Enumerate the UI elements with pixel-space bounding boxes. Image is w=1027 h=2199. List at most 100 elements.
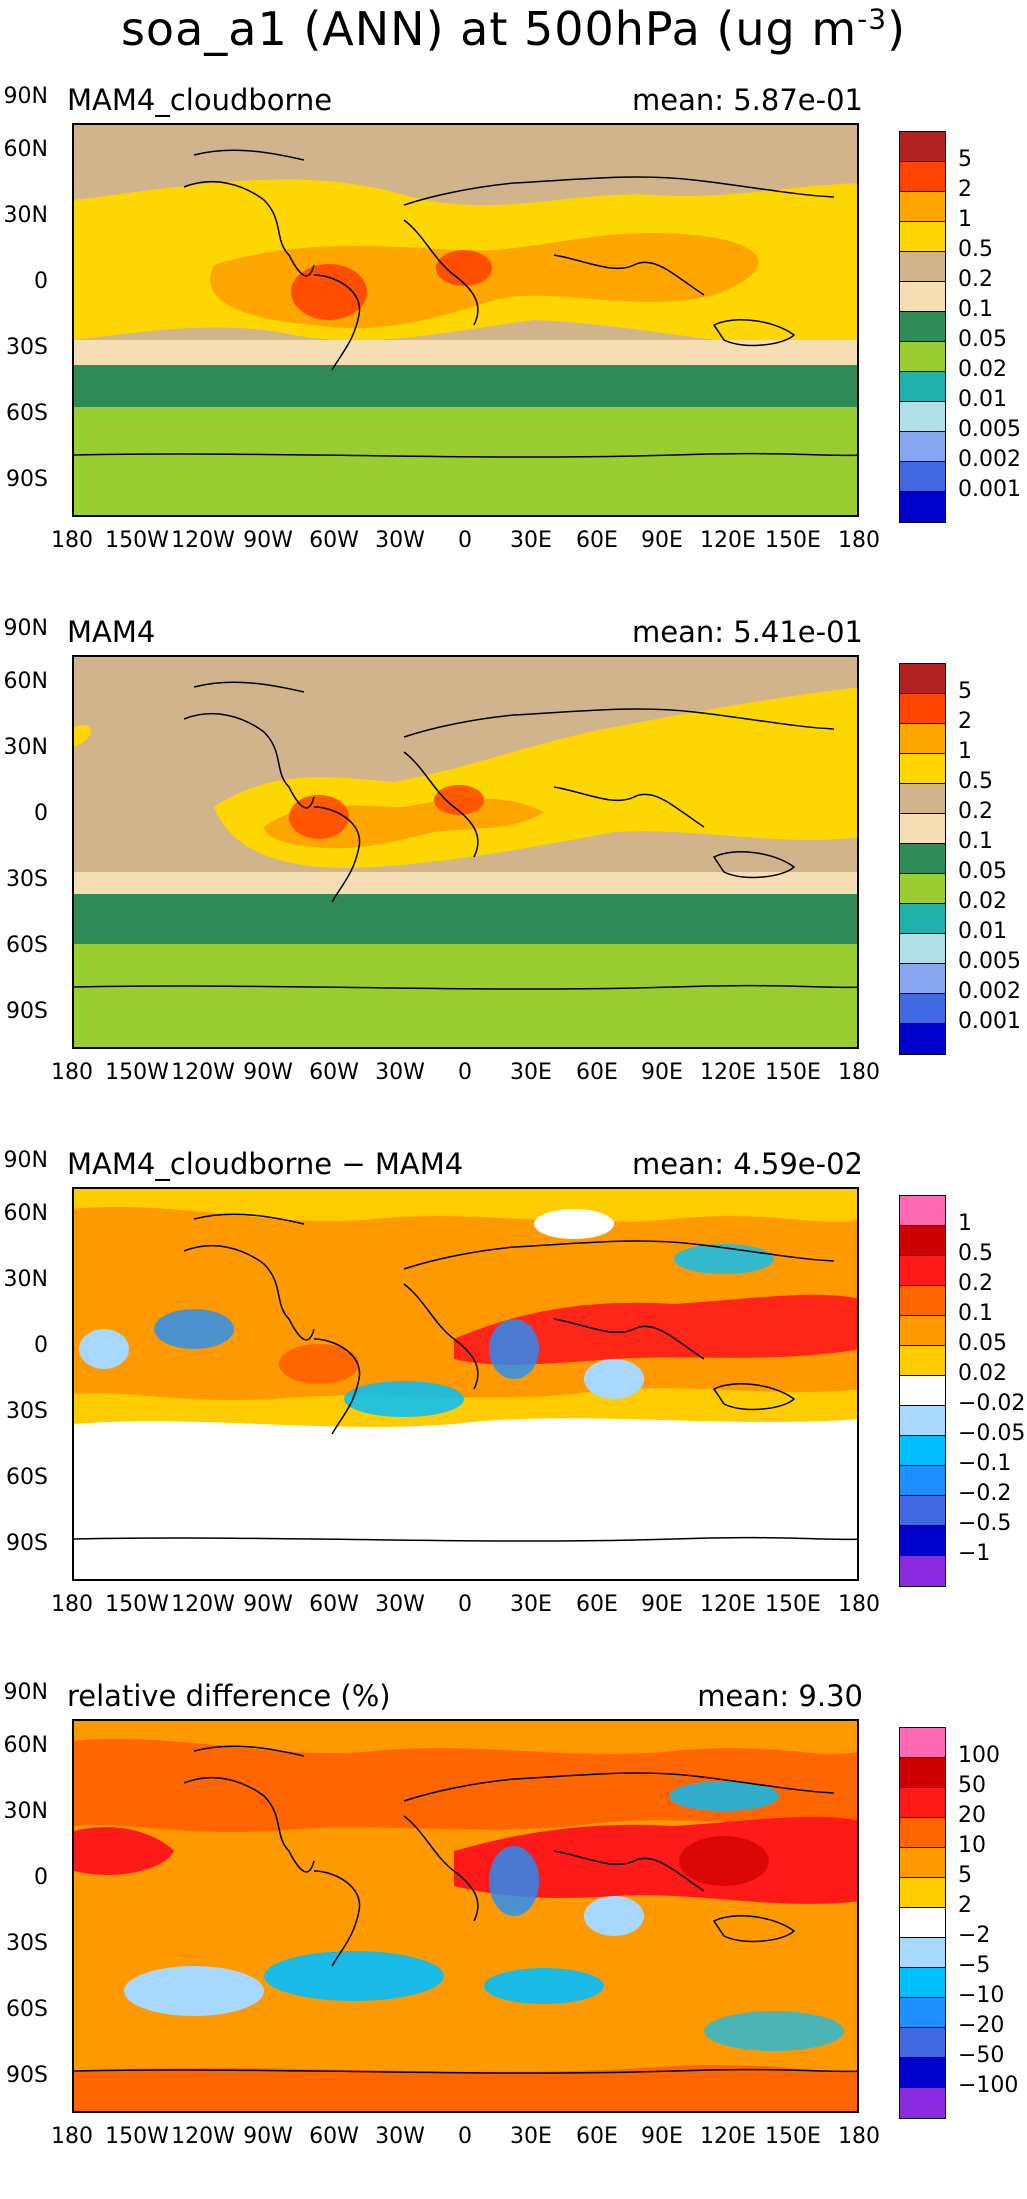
lat-label: 0 (34, 1865, 48, 1890)
lon-label: 30E (510, 1592, 552, 1617)
map-area (72, 655, 859, 1049)
lat-label: 30N (3, 1799, 48, 1824)
lon-label: 60W (309, 2124, 359, 2149)
colorbar-level-label: 0.05 (958, 327, 1007, 352)
colorbar-level-label: 5 (958, 679, 972, 704)
colorbar-level-label: 0.002 (958, 447, 1021, 472)
colorbar-swatch (900, 1256, 945, 1286)
colorbar-swatch (900, 844, 945, 874)
lat-label: 30N (3, 203, 48, 228)
lon-label: 90E (641, 528, 683, 553)
lat-label: 30N (3, 1267, 48, 1292)
colorbar-swatch (900, 1466, 945, 1496)
lon-label: 150E (765, 528, 821, 553)
lon-label: 120W (171, 2124, 235, 2149)
lon-label: 60W (309, 528, 359, 553)
colorbar-level-label: 0.1 (958, 297, 993, 322)
map-area (72, 1719, 859, 2113)
colorbar-swatch (900, 1728, 945, 1758)
lon-label: 0 (458, 528, 472, 553)
colorbar-swatch (900, 1818, 945, 1848)
colorbar-swatch (900, 1226, 945, 1256)
colorbar-swatch (900, 1556, 945, 1586)
colorbar-swatch (900, 1968, 945, 1998)
colorbar-level-label: −0.5 (958, 1511, 1012, 1536)
colorbar-swatch (900, 132, 945, 162)
colorbar (899, 1727, 946, 2119)
lon-label: 60E (576, 1592, 618, 1617)
colorbar-level-label: −0.1 (958, 1451, 1012, 1476)
lon-label: 0 (458, 1060, 472, 1085)
lon-label: 30E (510, 528, 552, 553)
colorbar-swatch (900, 1286, 945, 1316)
colorbar-level-label: −5 (958, 1953, 991, 1978)
colorbar-swatch (900, 342, 945, 372)
colorbar-level-label: 2 (958, 1893, 972, 1918)
colorbar-swatch (900, 754, 945, 784)
colorbar-level-label: −0.05 (958, 1421, 1026, 1446)
lon-label: 120W (171, 528, 235, 553)
lon-label: 180 (51, 528, 93, 553)
colorbar-swatch (900, 964, 945, 994)
colorbar-level-label: 0.5 (958, 1241, 993, 1266)
panel-mean: mean: 5.87e-01 (631, 83, 863, 117)
colorbar-level-label: 0.2 (958, 1271, 993, 1296)
colorbar-swatch (900, 282, 945, 312)
lon-label: 90W (243, 1060, 293, 1085)
lat-label: 90S (6, 2063, 48, 2088)
colorbar-swatch (900, 1316, 945, 1346)
colorbar-swatch (900, 1998, 945, 2028)
lat-label: 60N (3, 669, 48, 694)
colorbar-level-label: 1 (958, 739, 972, 764)
lon-label: 60E (576, 1060, 618, 1085)
panel-mean: mean: 9.30 (697, 1679, 863, 1713)
colorbar-level-label: 0.1 (958, 829, 993, 854)
lat-label: 60N (3, 1733, 48, 1758)
colorbar-level-label: 0.5 (958, 237, 993, 262)
colorbar-swatch (900, 664, 945, 694)
lon-label: 30E (510, 2124, 552, 2149)
colorbar-level-label: 0.005 (958, 417, 1021, 442)
figure-title: soa_a1 (ANN) at 500hPa (ug m-3) (0, 2, 1027, 56)
lon-label: 0 (458, 1592, 472, 1617)
lat-label: 90N (3, 616, 48, 641)
lon-label: 180 (838, 1060, 880, 1085)
lon-label: 60E (576, 528, 618, 553)
colorbar-level-label: 0.01 (958, 919, 1007, 944)
colorbar-swatch (900, 904, 945, 934)
colorbar-level-label: 50 (958, 1773, 986, 1798)
colorbar-level-label: 0.005 (958, 949, 1021, 974)
colorbar-level-label: 1 (958, 1211, 972, 1236)
colorbar-swatch (900, 312, 945, 342)
colorbar-level-label: 0.02 (958, 1361, 1007, 1386)
lon-label: 60E (576, 2124, 618, 2149)
lon-label: 150W (105, 1060, 169, 1085)
colorbar-level-label: 100 (958, 1743, 1000, 1768)
lat-label: 0 (34, 1333, 48, 1358)
lon-label: 30W (375, 2124, 425, 2149)
colorbar-swatch (900, 874, 945, 904)
title-text: soa_a1 (ANN) at 500hPa (ug m (120, 2, 858, 56)
colorbar-swatch (900, 1788, 945, 1818)
lon-label: 90W (243, 528, 293, 553)
colorbar-level-label: −0.02 (958, 1391, 1026, 1416)
colorbar-swatch (900, 1346, 945, 1376)
lat-label: 0 (34, 269, 48, 294)
colorbar-swatch (900, 432, 945, 462)
colorbar-swatch (900, 814, 945, 844)
colorbar-level-label: 0.2 (958, 267, 993, 292)
lat-label: 30S (6, 867, 48, 892)
panel-difference: MAM4_cloudborne − MAM4 mean: 4.59e-02 (0, 1147, 1027, 1667)
colorbar-swatch (900, 1526, 945, 1556)
colorbar-level-label: −2 (958, 1923, 991, 1948)
colorbar-swatch (900, 994, 945, 1024)
colorbar-level-label: 2 (958, 177, 972, 202)
colorbar-swatch (900, 1758, 945, 1788)
lat-label: 30S (6, 335, 48, 360)
lat-label: 60S (6, 1997, 48, 2022)
map-area (72, 123, 859, 517)
lon-label: 150W (105, 1592, 169, 1617)
lon-label: 180 (51, 2124, 93, 2149)
lon-label: 90E (641, 2124, 683, 2149)
lon-label: 30W (375, 528, 425, 553)
